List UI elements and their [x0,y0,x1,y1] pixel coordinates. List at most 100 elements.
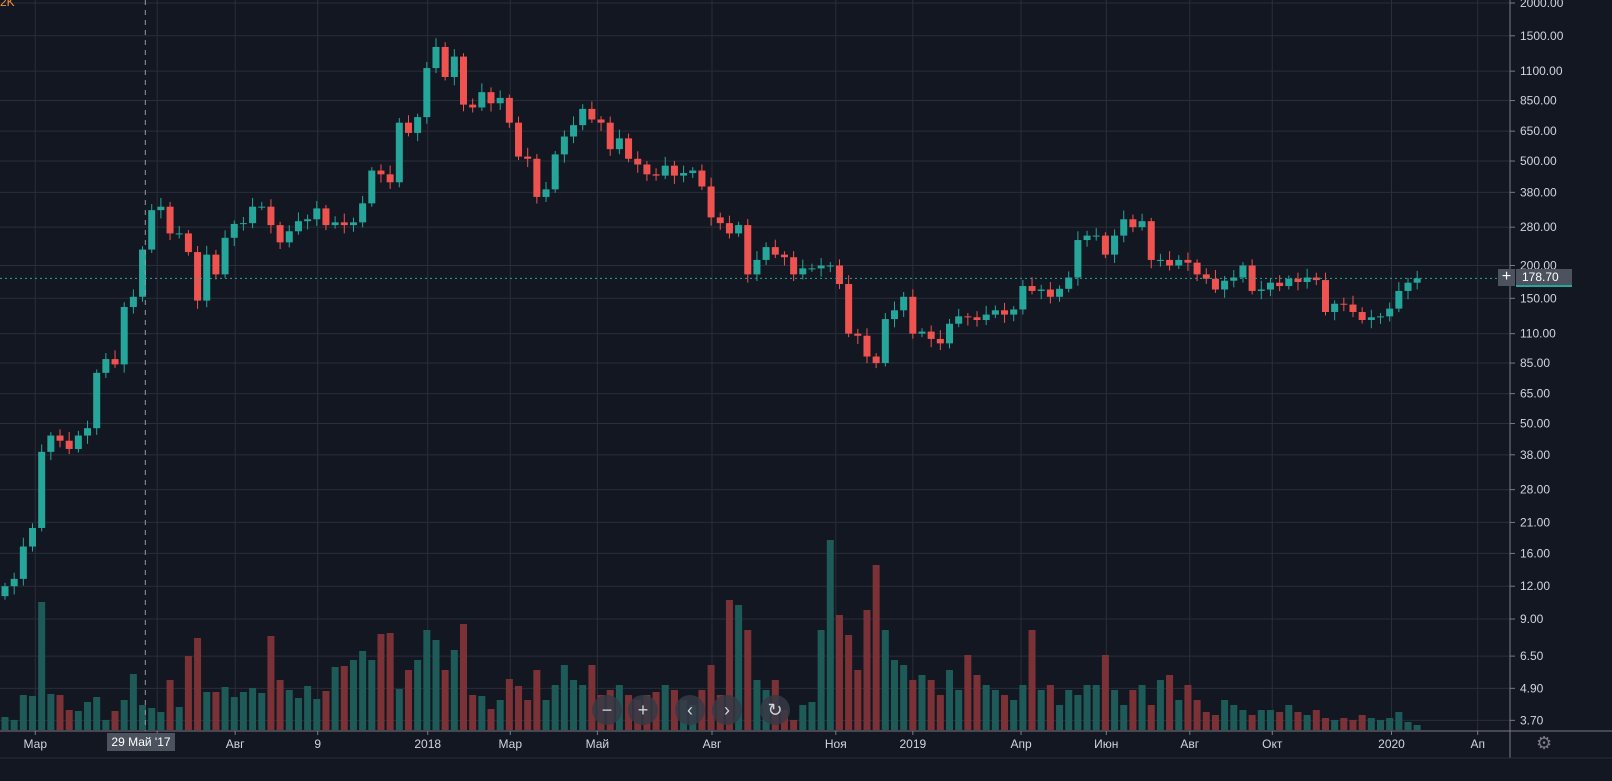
candle-body [1175,259,1183,266]
candle-body [991,310,999,315]
volume-bar [1184,685,1192,730]
scroll-left-button[interactable]: ‹ [675,695,705,725]
candle-body [946,323,954,344]
scroll-right-button[interactable]: › [712,695,742,725]
volume-bar [359,651,367,730]
volume-bar [515,686,523,730]
volume-bar [56,695,64,730]
candle-body [1221,280,1229,290]
zoom-out-button[interactable]: − [592,695,622,725]
candle-body [579,108,587,126]
volume-bar [221,687,229,730]
add-alert-plus-button[interactable]: + [1498,269,1515,286]
volume-bar [478,696,486,730]
candle-body [1340,303,1348,305]
candle-body [56,435,64,441]
volume-bar [505,679,513,730]
volume-bar [294,698,302,730]
volume-bar [10,720,18,730]
volume-bar [835,615,843,730]
time-tick-label: Май [586,737,610,751]
volume-bar [744,630,752,730]
volume-bar [166,680,174,730]
zoom-in-button[interactable]: + [628,695,658,725]
candle-body [450,56,458,78]
candle-body [872,356,880,364]
volume-bar [854,670,862,730]
price-tick-label: 110.00 [1520,327,1556,341]
candle-body [505,97,513,123]
volume-bar [579,685,587,730]
volume-bar [47,694,55,730]
volume-bar [1120,705,1128,730]
candle-body [1285,278,1293,287]
volume-bars [1,540,1421,730]
volume-bar [1156,680,1164,730]
candle-body [955,316,963,324]
candle-body [1248,265,1256,291]
candle-body [1138,221,1146,228]
candle-body [496,97,504,104]
candle-body [331,222,339,226]
volume-bar [139,705,147,730]
candle-body [1230,277,1238,281]
symbol-label: 2K [0,0,15,9]
volume-bar [38,602,46,730]
volume-bar [1349,720,1357,730]
volume-bar [1367,718,1375,730]
volume-bar [313,699,321,730]
candle-body [1367,317,1375,320]
candle-body [1056,288,1064,297]
volume-bar [533,670,541,730]
candle-body [203,254,211,301]
candle-body [909,296,917,334]
volume-bar [194,638,202,730]
volume-bar [1028,630,1036,730]
candle-body [395,122,403,183]
candle-body [1321,280,1329,313]
volume-bar [1303,715,1311,730]
volume-bar [973,675,981,730]
candle-body [184,233,192,253]
candle-body [900,296,908,311]
volume-bar [19,695,27,730]
candle-body [441,46,449,78]
volume-bar [955,690,963,730]
candle-body [918,331,926,334]
volume-bar [285,690,293,730]
candle-body [826,265,834,267]
volume-bar [249,688,257,730]
price-tick-label: 650.00 [1520,124,1557,138]
last-price-label: 178.70 [1516,269,1572,287]
volume-bar [1166,675,1174,730]
volume-bar [1211,715,1219,730]
volume-bar [863,610,871,730]
candle-body [478,92,486,108]
reset-chart-button[interactable]: ↻ [760,695,790,725]
volume-bar [725,600,733,730]
volume-bar [460,624,467,730]
candle-body [680,173,688,176]
candle-body [625,138,633,159]
candle-body [1001,310,1009,315]
volume-bar [982,685,990,730]
candle-body [1083,235,1091,241]
candle-body [1257,289,1265,291]
candle-body [1239,265,1247,278]
candle-body [175,233,183,235]
volume-bar [1404,722,1412,730]
volume-bar [964,655,972,730]
volume-bar [670,690,678,730]
candle-body [863,335,871,357]
candle-body [670,165,678,176]
candle-body [285,231,293,243]
settings-gear-icon[interactable]: ⚙ [1536,733,1553,753]
volume-bar [368,660,376,730]
candle-body [1202,274,1210,279]
volume-bar [432,640,440,730]
candle-body [432,46,440,69]
volume-bar [1312,710,1320,730]
volume-bar [1111,690,1119,730]
candle-body [1211,278,1219,290]
